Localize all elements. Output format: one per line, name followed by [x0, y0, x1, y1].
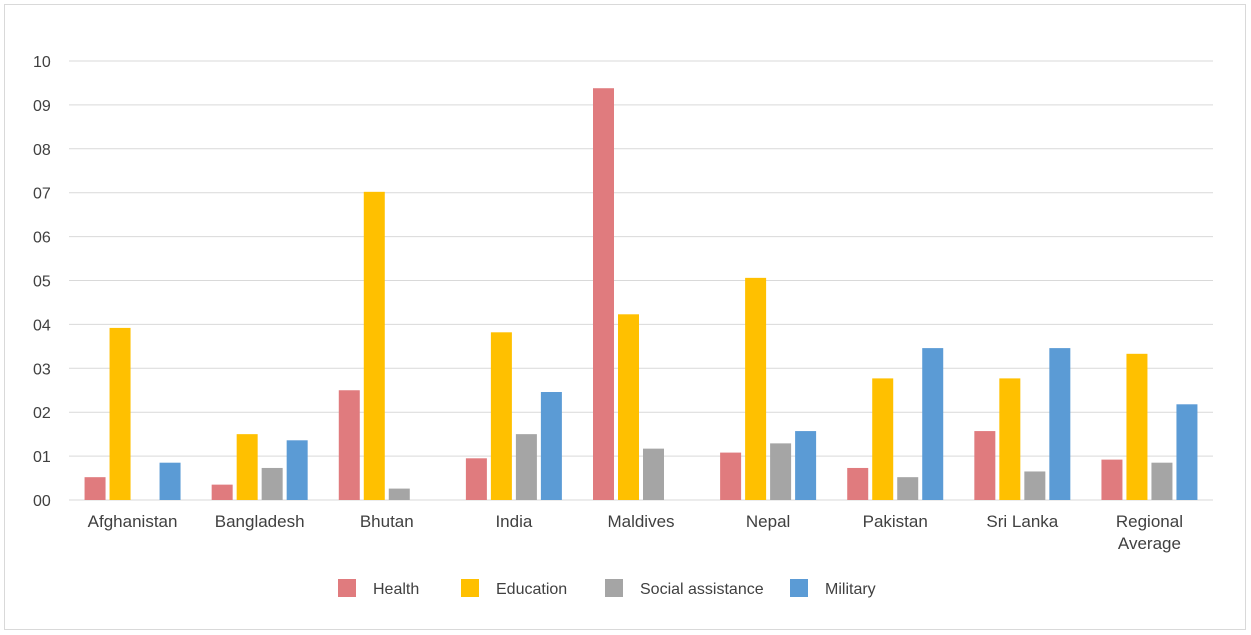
legend-item: Military: [790, 579, 876, 598]
legend-label: Health: [373, 581, 419, 598]
x-axis-category-labels: Afghanistan Bangladesh Bhutan India Maldives…: [88, 512, 1183, 553]
bars: [84, 88, 1198, 500]
category-label: Bangladesh: [215, 512, 305, 531]
y-tick-label: 03: [33, 361, 51, 378]
y-tick-label: 01: [33, 449, 51, 466]
bar-military: [286, 440, 308, 500]
bar-military: [1176, 404, 1198, 500]
bar-health: [1101, 459, 1123, 500]
category-label: Bhutan: [360, 512, 414, 531]
bar-social-assistance: [1151, 462, 1173, 500]
legend-item: Social assistance: [605, 579, 764, 598]
bar-military: [922, 348, 944, 500]
category-label: Nepal: [746, 512, 790, 531]
category-label: India: [495, 512, 532, 531]
legend-item: Education: [461, 579, 567, 598]
bar-health: [974, 431, 996, 500]
bar-health: [847, 467, 869, 500]
legend-label: Social assistance: [640, 581, 764, 598]
bar-health: [465, 458, 487, 500]
bar-education: [490, 332, 512, 500]
chart-frame: 00 01 02 03 04 05 06 07 08 09 10 Afghanistan Bangla…: [4, 4, 1246, 630]
bar-education: [363, 191, 385, 500]
category-label: Pakistan: [863, 512, 928, 531]
y-tick-label: 10: [33, 54, 51, 71]
bar-social-assistance: [388, 488, 410, 500]
bar-education: [236, 434, 258, 500]
bar-military: [159, 462, 181, 500]
bar-education: [999, 378, 1021, 500]
bar-chart: 00 01 02 03 04 05 06 07 08 09 10 Afghanistan Bangla…: [33, 54, 1213, 598]
category-label: Regional: [1116, 512, 1183, 531]
bar-education: [872, 378, 894, 500]
bar-education: [745, 277, 767, 500]
bar-social-assistance: [1024, 471, 1046, 500]
bar-military: [540, 392, 562, 500]
y-tick-label: 06: [33, 230, 51, 247]
bar-health: [593, 88, 614, 500]
y-tick-label: 07: [33, 186, 51, 203]
y-axis-tick-labels: 00 01 02 03 04 05 06 07 08 09 10: [33, 54, 51, 510]
y-tick-label: 08: [33, 142, 51, 159]
legend-swatch: [790, 579, 808, 597]
legend-label: Military: [825, 581, 876, 598]
bar-military: [795, 431, 817, 500]
y-tick-label: 09: [33, 98, 51, 115]
y-tick-label: 00: [33, 493, 51, 510]
bar-education: [109, 327, 131, 500]
category-label: Sri Lanka: [986, 512, 1058, 531]
bar-health: [720, 452, 742, 500]
bar-social-assistance: [643, 448, 664, 500]
gridlines: [69, 60, 1213, 501]
legend-item: Health: [338, 579, 419, 598]
bar-health: [338, 390, 360, 500]
bar-social-assistance: [261, 467, 283, 500]
bar-social-assistance: [770, 443, 792, 500]
category-label: Maldives: [607, 512, 674, 531]
bar-health: [211, 484, 233, 500]
legend-label: Education: [496, 581, 567, 598]
legend-swatch: [605, 579, 623, 597]
y-tick-label: 05: [33, 274, 51, 291]
y-tick-label: 04: [33, 317, 51, 334]
y-tick-label: 02: [33, 405, 51, 422]
legend-swatch: [338, 579, 356, 597]
bar-social-assistance: [515, 434, 537, 500]
legend: Health Education Social assistance Military: [338, 579, 876, 598]
bar-health: [84, 477, 106, 500]
category-label: Average: [1118, 534, 1181, 553]
bar-education: [1126, 353, 1148, 500]
bar-social-assistance: [897, 477, 919, 500]
bar-military: [1049, 348, 1071, 500]
bar-education: [618, 314, 639, 500]
category-label: Afghanistan: [88, 512, 178, 531]
legend-swatch: [461, 579, 479, 597]
